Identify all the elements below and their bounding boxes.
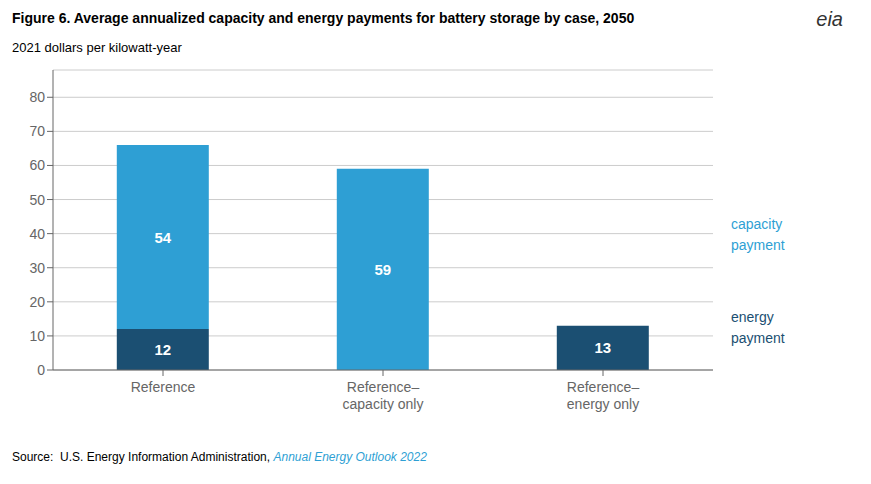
svg-text:Reference–energy only: Reference–energy only xyxy=(567,379,640,412)
svg-text:10: 10 xyxy=(29,328,45,344)
svg-text:30: 30 xyxy=(29,260,45,276)
svg-text:70: 70 xyxy=(29,123,45,139)
html-text:eia: eia xyxy=(816,8,843,30)
svg-text:59: 59 xyxy=(374,261,391,278)
html-text:energy payment: energy payment xyxy=(731,309,785,346)
svg-text:0: 0 xyxy=(37,362,45,378)
svg-text:13: 13 xyxy=(594,339,611,356)
html-text:Source: U.S. Energy Informatio: Source: U.S. Energy Information Administ… xyxy=(12,450,427,464)
svg-text:54: 54 xyxy=(154,229,171,246)
html-text:capacity payment: capacity payment xyxy=(731,216,785,253)
svg-text:12: 12 xyxy=(154,341,171,358)
svg-text:Reference: Reference xyxy=(131,379,196,395)
html-text:Figure 6. Average annualized c: Figure 6. Average annualized capacity an… xyxy=(12,10,635,26)
html-text:2021 dollars per kilowatt-year: 2021 dollars per kilowatt-year xyxy=(12,40,182,55)
svg-text:50: 50 xyxy=(29,192,45,208)
svg-text:Reference–capacity only: Reference–capacity only xyxy=(343,379,424,412)
svg-text:40: 40 xyxy=(29,226,45,242)
svg-text:60: 60 xyxy=(29,157,45,173)
svg-text:20: 20 xyxy=(29,294,45,310)
svg-text:80: 80 xyxy=(29,89,45,105)
